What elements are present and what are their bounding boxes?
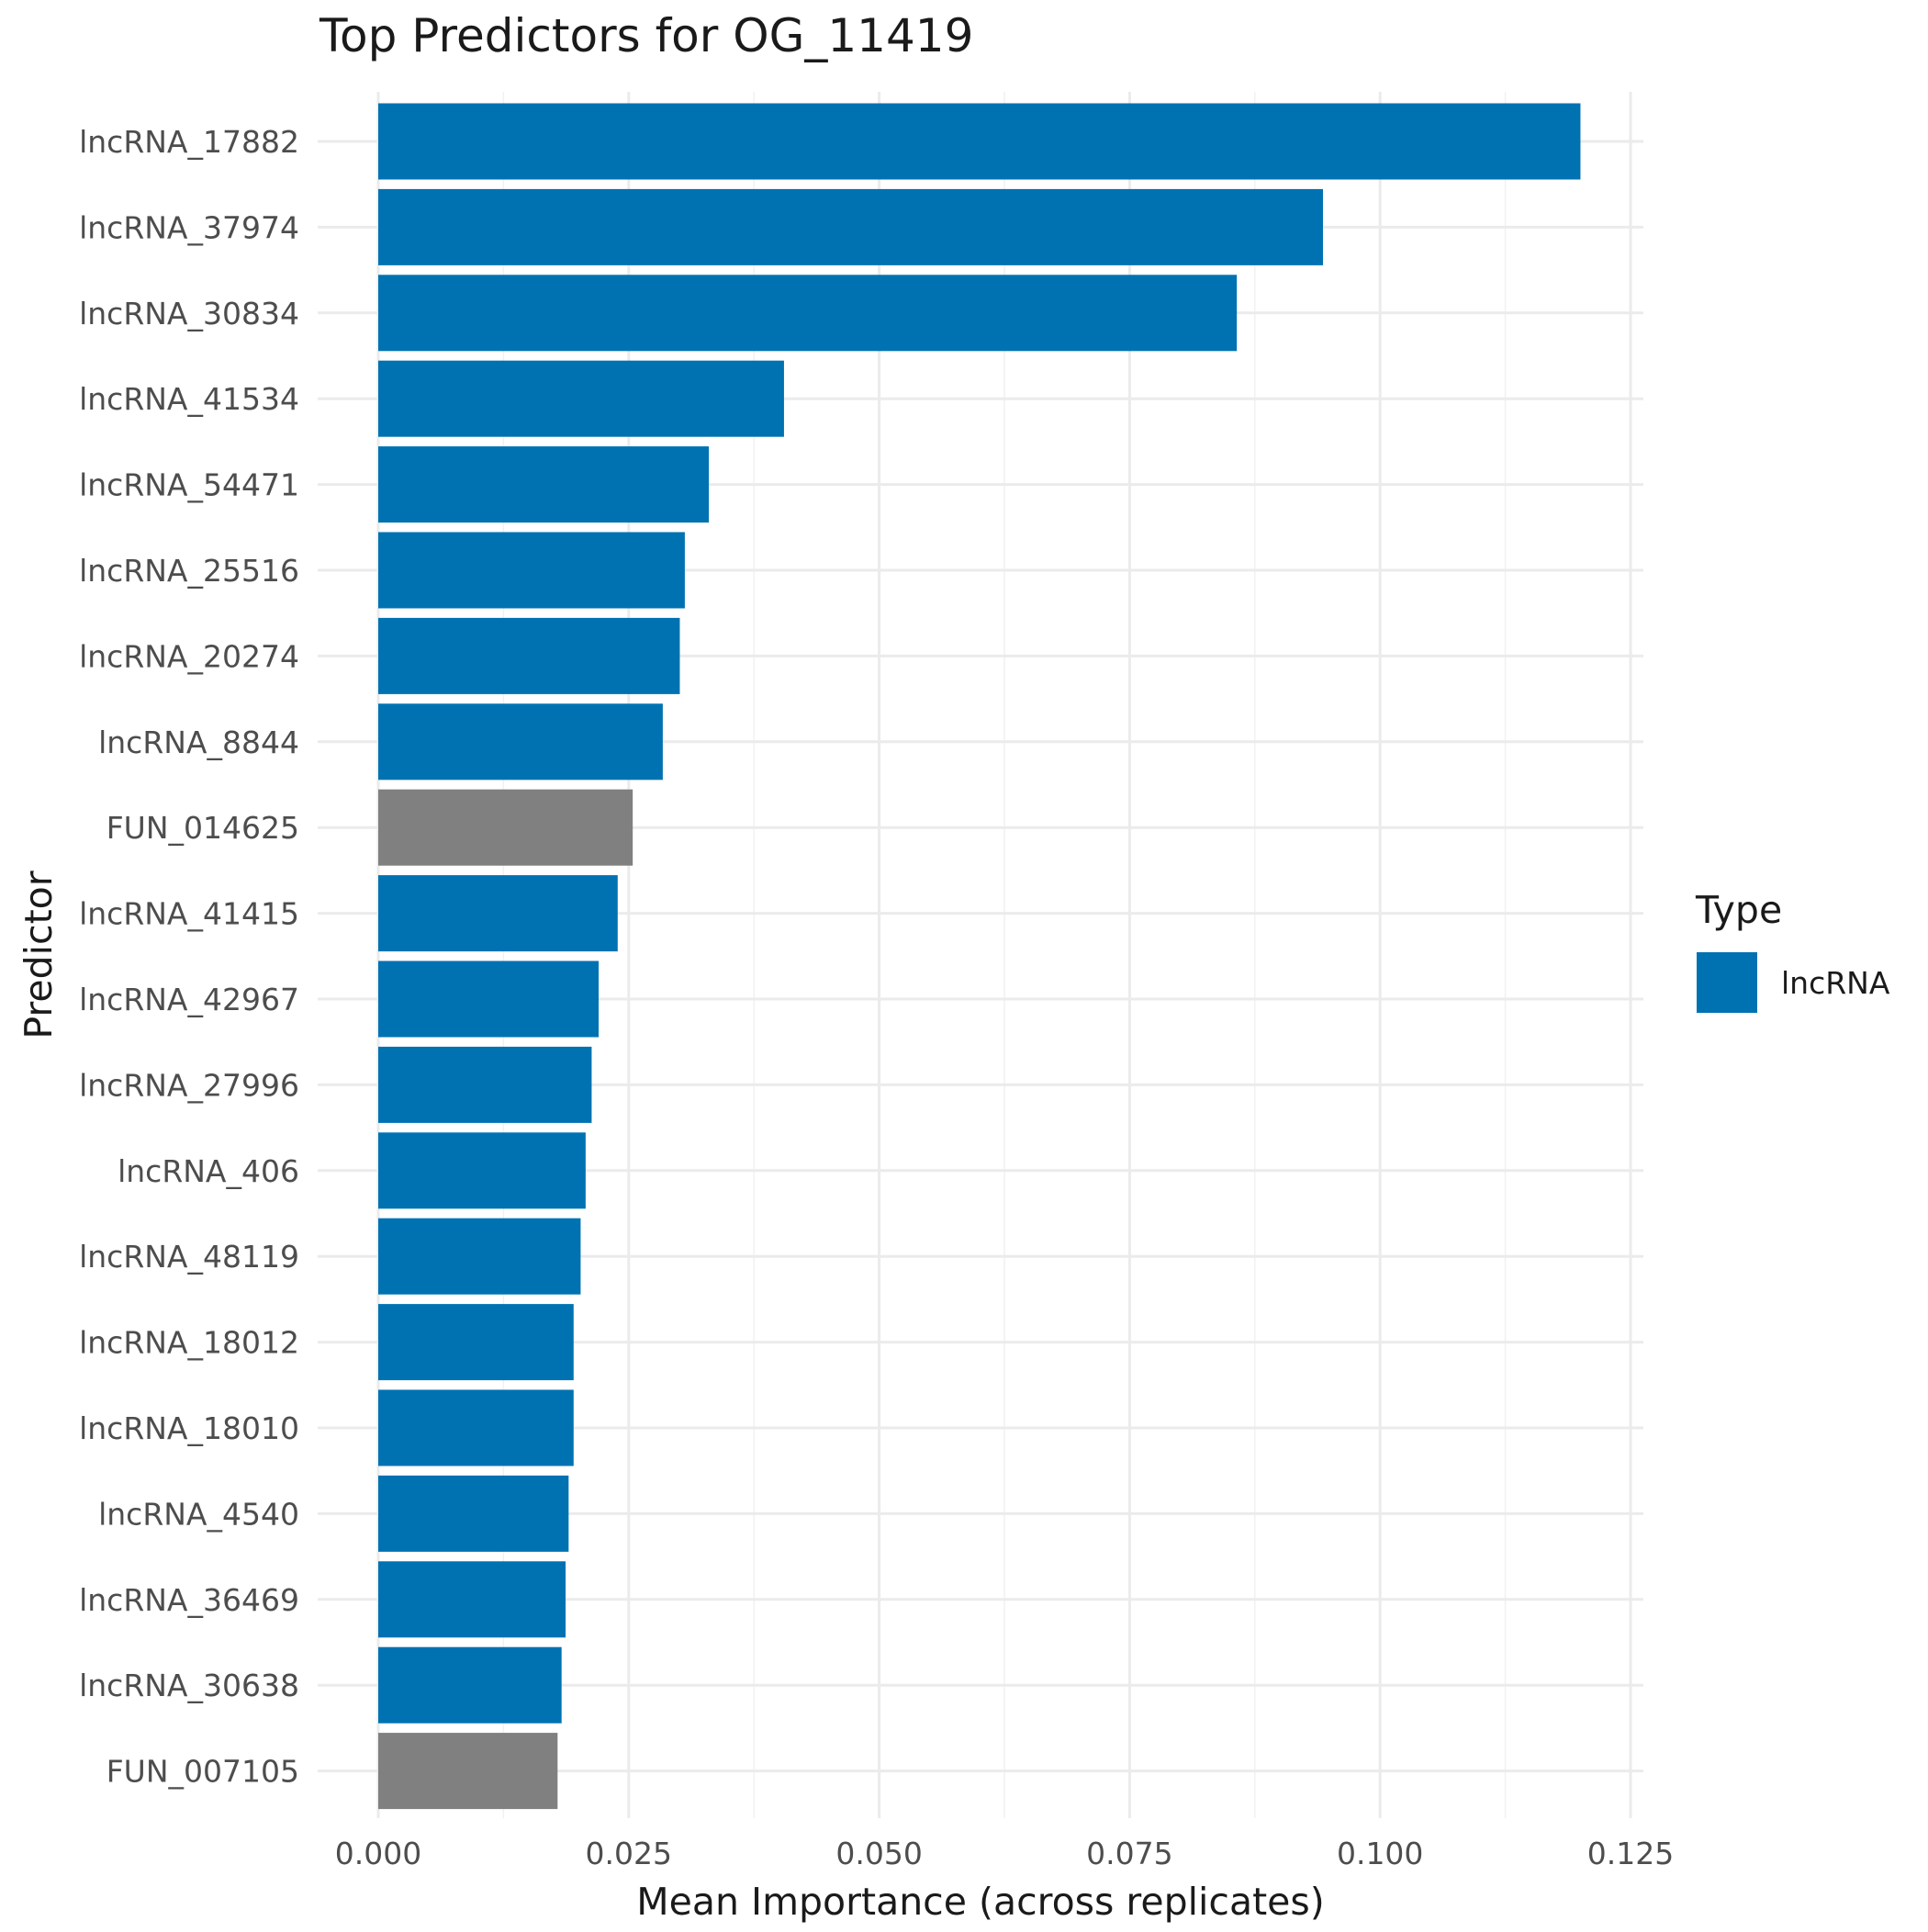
legend-label: lncRNA [1781, 965, 1890, 1001]
x-tick-label: 0.100 [1337, 1836, 1423, 1871]
bar [378, 1475, 569, 1552]
bar [378, 875, 618, 952]
bar [378, 1389, 574, 1466]
legend-title: Type [1695, 888, 1782, 932]
y-tick-label: lncRNA_27996 [79, 1067, 299, 1103]
y-tick-label: lncRNA_41415 [79, 896, 299, 932]
legend-swatch [1697, 952, 1757, 1013]
bar [378, 703, 663, 781]
x-axis-title: Mean Importance (across replicates) [636, 1880, 1325, 1924]
bar [378, 1304, 574, 1381]
y-tick-label: lncRNA_30834 [79, 296, 299, 331]
y-axis-title: Predictor [17, 871, 61, 1039]
y-tick-label: lncRNA_406 [118, 1153, 299, 1189]
bar [378, 1733, 558, 1810]
x-tick-label: 0.025 [586, 1836, 672, 1871]
bar [378, 446, 710, 523]
y-tick-label: lncRNA_18010 [79, 1410, 299, 1446]
y-tick-label: lncRNA_42967 [79, 982, 299, 1017]
y-tick-label: lncRNA_37974 [79, 209, 299, 245]
chart-title: Top Predictors for OG_11419 [319, 9, 974, 62]
bar [378, 1218, 581, 1295]
y-tick-label: lncRNA_18012 [79, 1325, 299, 1361]
y-tick-label: lncRNA_54471 [79, 467, 299, 503]
y-tick-label: lncRNA_8844 [98, 724, 299, 760]
y-tick-label: lncRNA_20274 [79, 638, 299, 674]
y-tick-label: lncRNA_36469 [79, 1582, 299, 1618]
bar [378, 188, 1324, 265]
x-tick-label: 0.050 [835, 1836, 922, 1871]
bar [378, 960, 600, 1038]
bar [378, 1646, 562, 1724]
y-tick-label: FUN_014625 [106, 810, 299, 846]
y-tick-label: lncRNA_17882 [79, 124, 299, 160]
bar [378, 532, 685, 609]
y-tick-label: lncRNA_41534 [79, 381, 299, 417]
bar [378, 1132, 586, 1209]
bar [378, 103, 1581, 180]
bar [378, 360, 784, 437]
bar [378, 1561, 566, 1638]
bar [378, 275, 1238, 352]
x-tick-label: 0.075 [1086, 1836, 1172, 1871]
bar [378, 1046, 592, 1123]
bar [378, 617, 680, 694]
y-tick-label: lncRNA_4540 [98, 1496, 299, 1532]
x-tick-label: 0.000 [335, 1836, 421, 1871]
y-tick-label: FUN_007105 [106, 1754, 299, 1790]
x-tick-label: 0.125 [1587, 1836, 1674, 1871]
y-tick-label: lncRNA_25516 [79, 553, 299, 589]
bar [378, 789, 633, 866]
y-tick-label: lncRNA_30638 [79, 1668, 299, 1703]
y-tick-label: lncRNA_48119 [79, 1239, 299, 1275]
